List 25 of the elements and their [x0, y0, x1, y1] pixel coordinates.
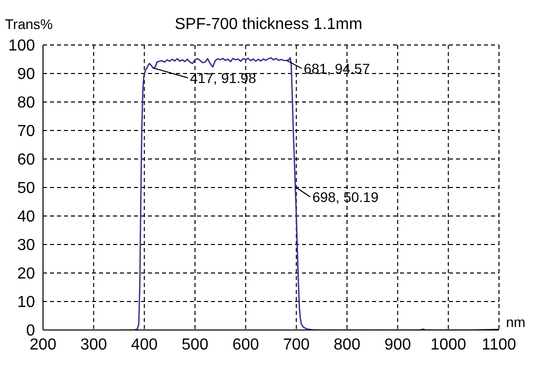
x-axis-title: nm — [506, 314, 526, 330]
y-tick-label: 30 — [17, 237, 36, 254]
x-tick-label: 800 — [334, 336, 360, 354]
x-tick-label: 900 — [384, 336, 412, 354]
annotation: 698, 50.19 — [312, 188, 379, 205]
y-tick-label: 20 — [17, 266, 36, 283]
x-tick-label: 400 — [130, 336, 158, 354]
y-tick-label: 80 — [17, 94, 36, 112]
y-tick-label: 40 — [17, 208, 36, 226]
y-tick-label: 50 — [17, 180, 36, 198]
y-tick-label: 70 — [17, 123, 36, 140]
y-axis-title: Trans% — [5, 16, 53, 32]
y-tick-label: 90 — [17, 66, 36, 84]
x-tick-label: 1100 — [482, 336, 516, 354]
y-tick-label: 100 — [8, 38, 36, 55]
x-tick-label: 600 — [232, 336, 260, 354]
x-tick-label: 200 — [30, 336, 56, 354]
x-tick-label: 700 — [282, 336, 310, 354]
y-tick-label: 10 — [17, 294, 36, 312]
annotation: 681, 94.57 — [304, 60, 370, 76]
x-tick-label: 500 — [182, 336, 208, 354]
x-tick-label: 300 — [80, 336, 108, 354]
chart-title: SPF-700 thickness 1.1mm — [174, 16, 362, 33]
y-tick-label: 60 — [17, 152, 36, 169]
x-tick-label: 1000 — [430, 336, 466, 354]
